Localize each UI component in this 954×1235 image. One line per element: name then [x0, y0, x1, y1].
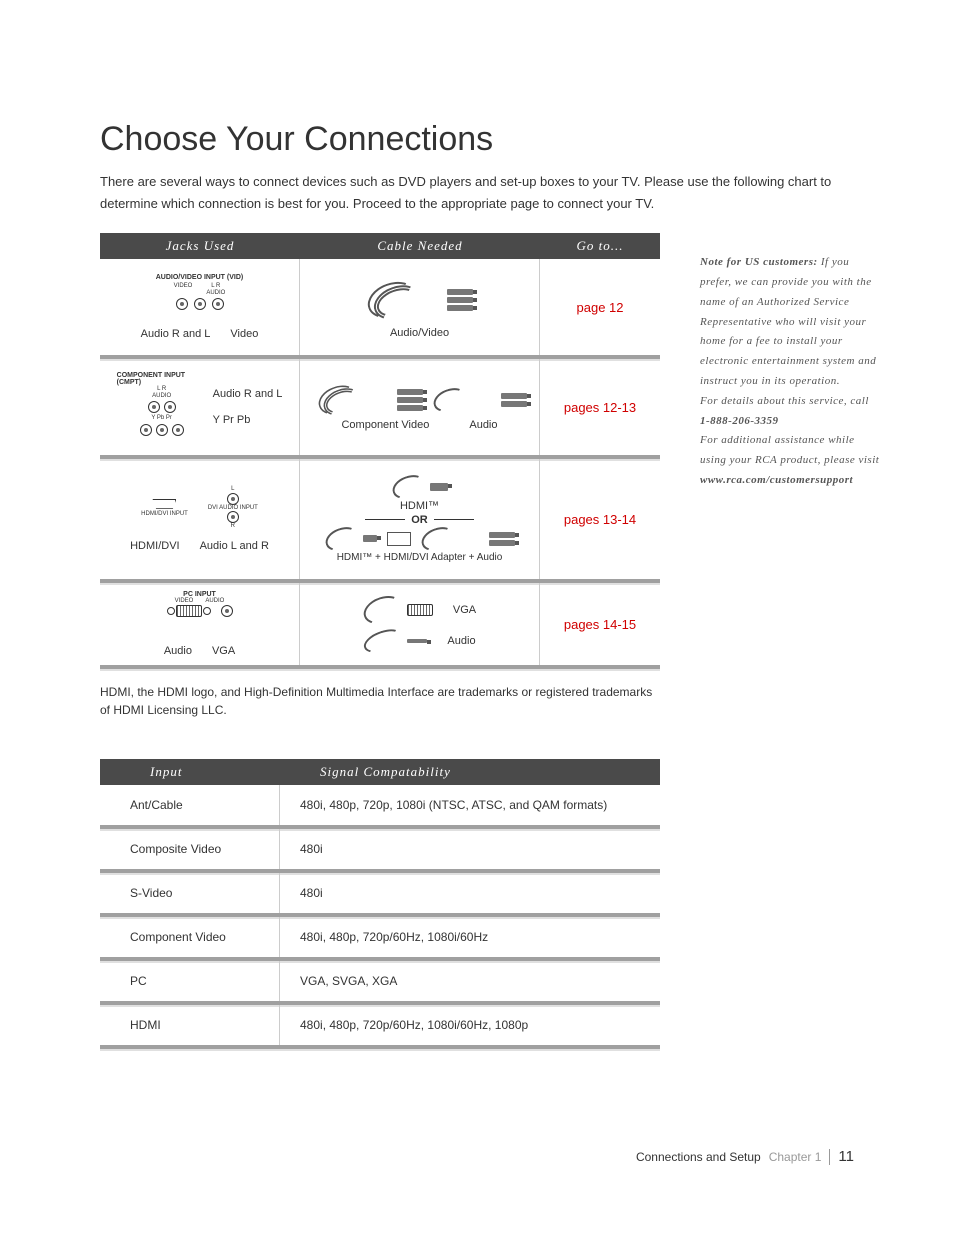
goto-pages-12-13: pages 12-13 [540, 359, 660, 455]
jack-side-yprpb: Y Pr Pb [213, 414, 283, 426]
col-jacks-used: Jacks Used [100, 238, 300, 254]
sig-input: PC [100, 961, 280, 1001]
sidebar-note: Note for US customers: If you prefer, we… [700, 233, 880, 1049]
jack-under-video: Video [230, 328, 258, 340]
signal-row: S-Video 480i [100, 873, 660, 917]
signal-row: HDMI 480i, 480p, 720p/60Hz, 1080i/60Hz, … [100, 1005, 660, 1049]
vga-port-icon [176, 605, 202, 617]
connection-row-av: AUDIO/VIDEO INPUT (VID) VIDEO L R AUDIO [100, 259, 660, 359]
jack-sub-audio: AUDIO [206, 290, 225, 297]
signal-row: Composite Video 480i [100, 829, 660, 873]
sig-compat: 480i [280, 886, 660, 900]
jack-circle-icon [164, 401, 176, 413]
note-body: If you prefer, we can provide you with t… [700, 256, 876, 387]
jack-under-hdmi-dvi: HDMI/DVI [130, 540, 180, 552]
sig-compat: 480i, 480p, 720p, 1080i (NTSC, ATSC, and… [280, 798, 660, 812]
note-details-label: For details about this service, call [700, 395, 869, 407]
sig-input: HDMI [100, 1005, 280, 1045]
connection-row-hdmi: HDMI/DVI INPUT L DVI AUDIO INPUT R HDMI/… [100, 459, 660, 583]
jack-circle-icon [194, 298, 206, 310]
cable-drawing-component [313, 383, 527, 417]
cable-drawing-hdmi-dvi-adapter [325, 528, 515, 550]
jack-ypbpr-labels: Y Pb Pr [151, 415, 172, 422]
goto-pages-14-15: pages 14-15 [540, 583, 660, 665]
signal-row: Component Video 480i, 480p, 720p/60Hz, 1… [100, 917, 660, 961]
jack-under-audio-lr: Audio L and R [200, 540, 269, 552]
cable-label-audio-pc: Audio [447, 635, 475, 647]
sig-input: Component Video [100, 917, 280, 957]
connections-table-header: Jacks Used Cable Needed Go to... [100, 233, 660, 259]
cable-drawing-hdmi [392, 476, 448, 498]
sig-input: Composite Video [100, 829, 280, 869]
cable-label-vga: VGA [453, 604, 476, 616]
col-go-to: Go to... [540, 238, 660, 254]
jack-side-audio-rl: Audio R and L [213, 388, 283, 400]
cable-label-audio: Audio [469, 419, 497, 431]
sig-compat: 480i [280, 842, 660, 856]
goto-pages-13-14: pages 13-14 [540, 459, 660, 579]
or-label: OR [411, 514, 428, 526]
connection-row-pc: PC INPUT VIDEO AUDIO [100, 583, 660, 669]
footer-page-number: 11 [838, 1148, 854, 1165]
jack-title-av: AUDIO/VIDEO INPUT (VID) [156, 274, 244, 281]
cable-drawing-av [330, 275, 510, 325]
jack-under-audio-rl: Audio R and L [141, 328, 211, 340]
cable-label-av: Audio/Video [390, 327, 449, 339]
jack-sub-video: VIDEO [174, 283, 193, 296]
jack-circle-icon [203, 607, 211, 615]
note-phone: 1-888-206-3359 [700, 415, 779, 427]
signal-row: Ant/Cable 480i, 480p, 720p, 1080i (NTSC,… [100, 785, 660, 829]
note-additional: For additional assistance while using yo… [700, 434, 879, 466]
jack-circle-icon [221, 605, 233, 617]
jack-circle-icon [172, 424, 184, 436]
jack-circle-icon [156, 424, 168, 436]
hdmi-trademark-note: HDMI, the HDMI logo, and High-Definition… [100, 683, 660, 719]
sig-compat: VGA, SVGA, XGA [280, 974, 660, 988]
jack-under-audio: Audio [164, 645, 192, 657]
cable-drawing-vga [363, 597, 433, 623]
cable-drawing-audio-pc [363, 631, 427, 651]
cable-label-hdmi-adapter: HDMI™ + HDMI/DVI Adapter + Audio [337, 552, 503, 563]
note-title: Note for US customers: [700, 256, 818, 268]
jack-under-vga: VGA [212, 645, 235, 657]
jack-circle-icon [140, 424, 152, 436]
goto-page-12: page 12 [540, 259, 660, 355]
cable-label-hdmi: HDMI™ [400, 500, 439, 512]
sig-input: Ant/Cable [100, 785, 280, 825]
intro-paragraph: There are several ways to connect device… [100, 171, 854, 215]
page-title: Choose Your Connections [100, 120, 854, 159]
signal-table-header: Input Signal Compatability [100, 759, 660, 785]
jack-circle-icon [227, 511, 239, 523]
jack-circle-icon [167, 607, 175, 615]
signal-row: PC VGA, SVGA, XGA [100, 961, 660, 1005]
jack-circle-icon [148, 401, 160, 413]
jack-audio-lr: L R [157, 386, 166, 393]
jack-title-component: COMPONENT INPUT (CMPT) [117, 372, 207, 386]
note-url: www.rca.com/customersupport [700, 474, 853, 486]
hdmi-port-icon [152, 499, 176, 509]
footer-chapter: Chapter 1 [769, 1150, 822, 1164]
page-footer: Connections and Setup Chapter 1 11 [636, 1148, 854, 1165]
jack-title-pc-input: PC INPUT [183, 591, 216, 598]
jack-lr: L R [206, 283, 225, 290]
sig-input: S-Video [100, 873, 280, 913]
jack-hdmi-dvi-input: HDMI/DVI INPUT [141, 511, 188, 518]
sig-compat: 480i, 480p, 720p/60Hz, 1080i/60Hz, 1080p [280, 1018, 660, 1032]
jack-circle-icon [227, 493, 239, 505]
sig-compat: 480i, 480p, 720p/60Hz, 1080i/60Hz [280, 930, 660, 944]
jack-circle-icon [176, 298, 188, 310]
connection-row-component: COMPONENT INPUT (CMPT) L R AUDIO Y Pb Pr [100, 359, 660, 459]
jack-dvi-audio-input: DVI AUDIO INPUT [208, 505, 258, 512]
col-signal-compat: Signal Compatability [280, 764, 660, 780]
footer-section: Connections and Setup [636, 1150, 761, 1164]
col-cable-needed: Cable Needed [300, 238, 540, 254]
jack-circle-icon [212, 298, 224, 310]
col-input: Input [100, 764, 280, 780]
footer-divider [829, 1149, 830, 1165]
cable-label-component-video: Component Video [341, 419, 429, 431]
main-column: Jacks Used Cable Needed Go to... AUDIO/V… [100, 233, 660, 1049]
